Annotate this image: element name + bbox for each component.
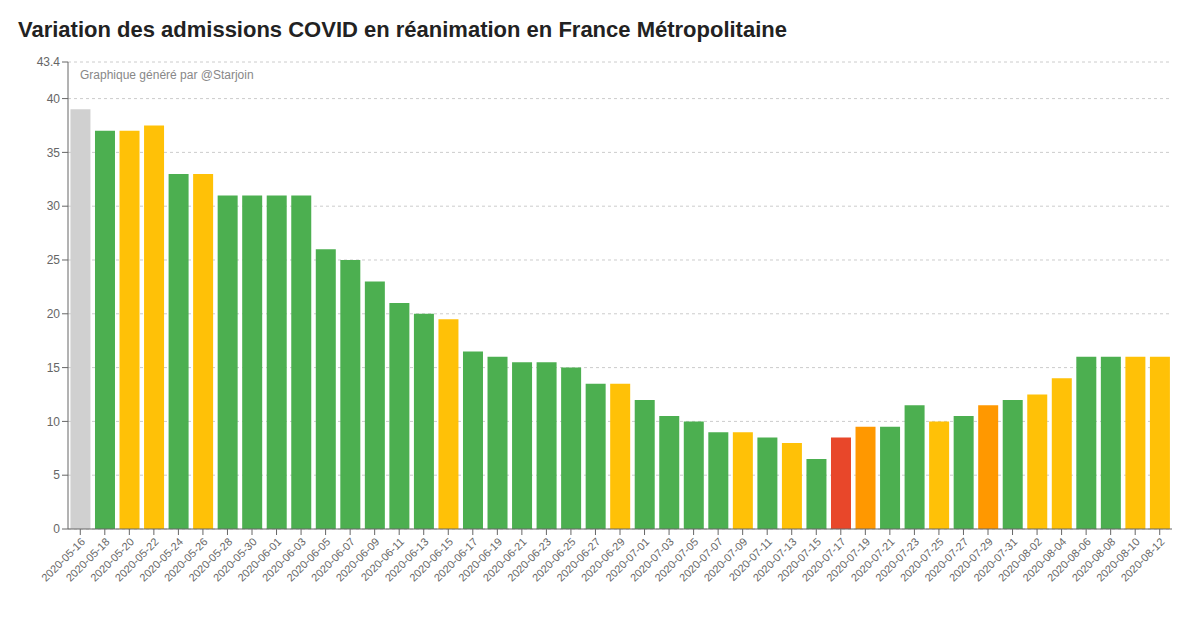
svg-text:2020-07-09: 2020-07-09 xyxy=(701,535,750,584)
svg-text:2020-06-09: 2020-06-09 xyxy=(333,535,382,584)
svg-text:2020-06-21: 2020-06-21 xyxy=(480,535,529,584)
svg-text:40: 40 xyxy=(47,92,61,106)
svg-text:20: 20 xyxy=(47,307,61,321)
svg-text:2020-08-12: 2020-08-12 xyxy=(1118,535,1166,583)
svg-text:2020-07-13: 2020-07-13 xyxy=(750,535,799,584)
svg-text:2020-05-22: 2020-05-22 xyxy=(112,535,161,584)
svg-text:2020-07-07: 2020-07-07 xyxy=(676,535,726,584)
svg-text:2020-07-11: 2020-07-11 xyxy=(726,535,775,584)
svg-text:2020-07-27: 2020-07-27 xyxy=(922,535,971,584)
svg-text:2020-05-24: 2020-05-24 xyxy=(137,535,186,584)
svg-text:2020-06-27: 2020-06-27 xyxy=(554,535,603,584)
svg-text:2020-07-31: 2020-07-31 xyxy=(971,535,1020,584)
svg-text:2020-06-19: 2020-06-19 xyxy=(456,535,505,584)
html-text:Graphique généré par @Starjoin: Graphique généré par @Starjoin xyxy=(80,68,254,82)
svg-text:2020-06-13: 2020-06-13 xyxy=(382,535,431,584)
svg-text:2020-05-20: 2020-05-20 xyxy=(88,535,137,584)
svg-text:5: 5 xyxy=(53,468,60,482)
svg-text:2020-05-26: 2020-05-26 xyxy=(161,535,210,584)
svg-text:2020-07-19: 2020-07-19 xyxy=(824,535,873,584)
svg-text:25: 25 xyxy=(47,253,61,267)
svg-text:2020-05-28: 2020-05-28 xyxy=(186,535,235,584)
svg-text:2020-08-10: 2020-08-10 xyxy=(1093,535,1143,584)
svg-text:15: 15 xyxy=(47,361,61,375)
svg-text:2020-06-07: 2020-06-07 xyxy=(308,535,358,584)
svg-text:2020-05-30: 2020-05-30 xyxy=(210,535,259,584)
svg-text:43.4: 43.4 xyxy=(37,55,61,69)
svg-text:2020-07-23: 2020-07-23 xyxy=(873,535,922,584)
svg-text:2020-06-15: 2020-06-15 xyxy=(406,535,456,584)
svg-text:2020-06-17: 2020-06-17 xyxy=(431,535,480,584)
svg-text:2020-08-08: 2020-08-08 xyxy=(1069,535,1118,584)
svg-text:10: 10 xyxy=(47,415,61,429)
svg-text:30: 30 xyxy=(47,199,61,213)
svg-text:0: 0 xyxy=(53,522,60,536)
svg-text:2020-08-04: 2020-08-04 xyxy=(1020,535,1069,584)
svg-text:2020-07-01: 2020-07-01 xyxy=(603,535,652,584)
svg-text:2020-07-05: 2020-07-05 xyxy=(652,535,701,584)
svg-text:2020-06-03: 2020-06-03 xyxy=(259,535,308,584)
svg-text:2020-07-29: 2020-07-29 xyxy=(946,535,995,584)
svg-text:2020-07-17: 2020-07-17 xyxy=(799,535,848,584)
svg-text:2020-07-15: 2020-07-15 xyxy=(774,535,824,584)
svg-text:2020-06-23: 2020-06-23 xyxy=(505,535,554,584)
svg-text:35: 35 xyxy=(47,146,61,160)
svg-text:2020-06-01: 2020-06-01 xyxy=(235,535,284,584)
svg-text:2020-05-16: 2020-05-16 xyxy=(38,535,88,584)
svg-text:2020-07-03: 2020-07-03 xyxy=(627,535,676,584)
svg-text:2020-06-11: 2020-06-11 xyxy=(358,535,407,584)
svg-text:2020-06-25: 2020-06-25 xyxy=(529,535,578,584)
svg-text:2020-05-18: 2020-05-18 xyxy=(63,535,112,584)
svg-text:2020-06-29: 2020-06-29 xyxy=(578,535,627,584)
svg-text:2020-08-02: 2020-08-02 xyxy=(995,535,1044,584)
html-text:Variation des admissions COVID: Variation des admissions COVID en réanim… xyxy=(18,17,787,42)
svg-text:2020-07-21: 2020-07-21 xyxy=(848,535,897,584)
svg-text:2020-07-25: 2020-07-25 xyxy=(897,535,946,584)
svg-text:2020-06-05: 2020-06-05 xyxy=(284,535,333,584)
svg-text:2020-08-06: 2020-08-06 xyxy=(1044,535,1094,584)
